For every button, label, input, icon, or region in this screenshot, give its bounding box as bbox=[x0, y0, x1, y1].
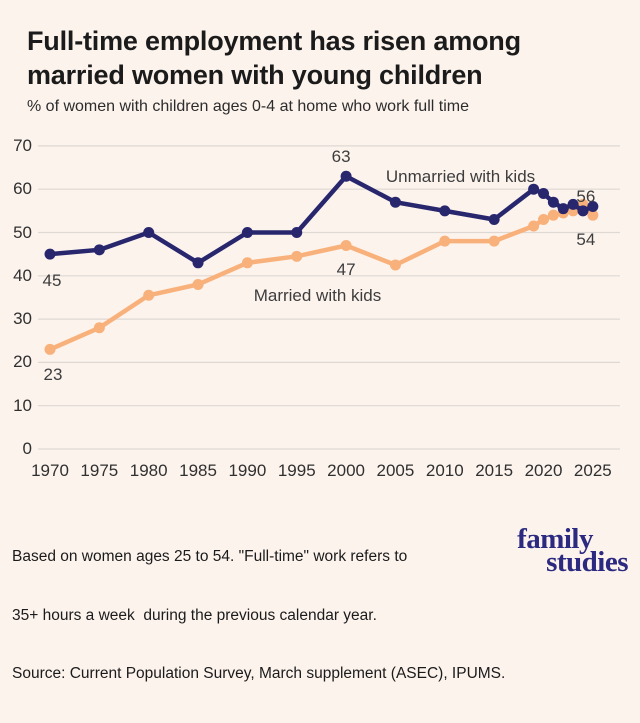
data-point bbox=[93, 322, 105, 334]
chart-title-line-1: Full-time employment has risen among bbox=[27, 26, 521, 56]
data-point bbox=[291, 227, 303, 238]
data-point bbox=[241, 227, 253, 238]
data-point bbox=[241, 257, 253, 269]
data-point bbox=[44, 343, 56, 355]
data-point bbox=[192, 257, 204, 269]
series-line bbox=[47, 202, 596, 352]
data-point bbox=[547, 196, 559, 208]
data-point bbox=[340, 239, 352, 251]
data-point bbox=[577, 205, 589, 217]
data-point bbox=[538, 188, 549, 200]
data-point bbox=[93, 244, 105, 256]
plot-area: 0 10 20 30 40 50 60 70 1970 1975 1980 1985 1990 1995 2… bbox=[13, 136, 620, 480]
note-line-3: Source: Current Population Survey, March… bbox=[12, 665, 506, 682]
data-point bbox=[44, 248, 56, 260]
data-point bbox=[389, 196, 401, 208]
logo-word-studies: studies bbox=[546, 546, 628, 578]
data-point bbox=[587, 201, 599, 213]
data-point bbox=[547, 209, 559, 221]
line-chart bbox=[38, 145, 620, 450]
chart-title-line-2: married women with young children bbox=[27, 60, 483, 90]
chart-title: Full-time employment has risen among mar… bbox=[27, 24, 521, 92]
data-point bbox=[488, 214, 500, 226]
note-line-2: 35+ hours a week during the previous cal… bbox=[12, 606, 377, 624]
data-point bbox=[488, 235, 500, 247]
family-studies-logo: family studies bbox=[517, 523, 628, 578]
chart-card: Full-time employment has risen among mar… bbox=[12, 24, 628, 682]
data-point bbox=[143, 227, 155, 238]
data-point bbox=[557, 203, 569, 215]
data-point bbox=[439, 205, 451, 217]
data-point bbox=[587, 209, 599, 221]
logo-word-family: family bbox=[517, 523, 593, 555]
data-point bbox=[340, 170, 352, 182]
data-point bbox=[528, 220, 540, 232]
source-note: Based on women ages 25 to 54. "Full-time… bbox=[12, 508, 505, 723]
data-point bbox=[389, 259, 401, 271]
data-point bbox=[439, 235, 451, 247]
data-point bbox=[538, 214, 549, 226]
data-point bbox=[143, 289, 155, 301]
data-point bbox=[528, 183, 540, 195]
note-line-1: Based on women ages 25 to 54. "Full-time… bbox=[12, 548, 408, 565]
data-point bbox=[291, 250, 303, 262]
chart-subtitle: % of women with children ages 0-4 at hom… bbox=[27, 98, 469, 115]
data-point bbox=[567, 198, 579, 210]
data-point bbox=[192, 278, 204, 290]
